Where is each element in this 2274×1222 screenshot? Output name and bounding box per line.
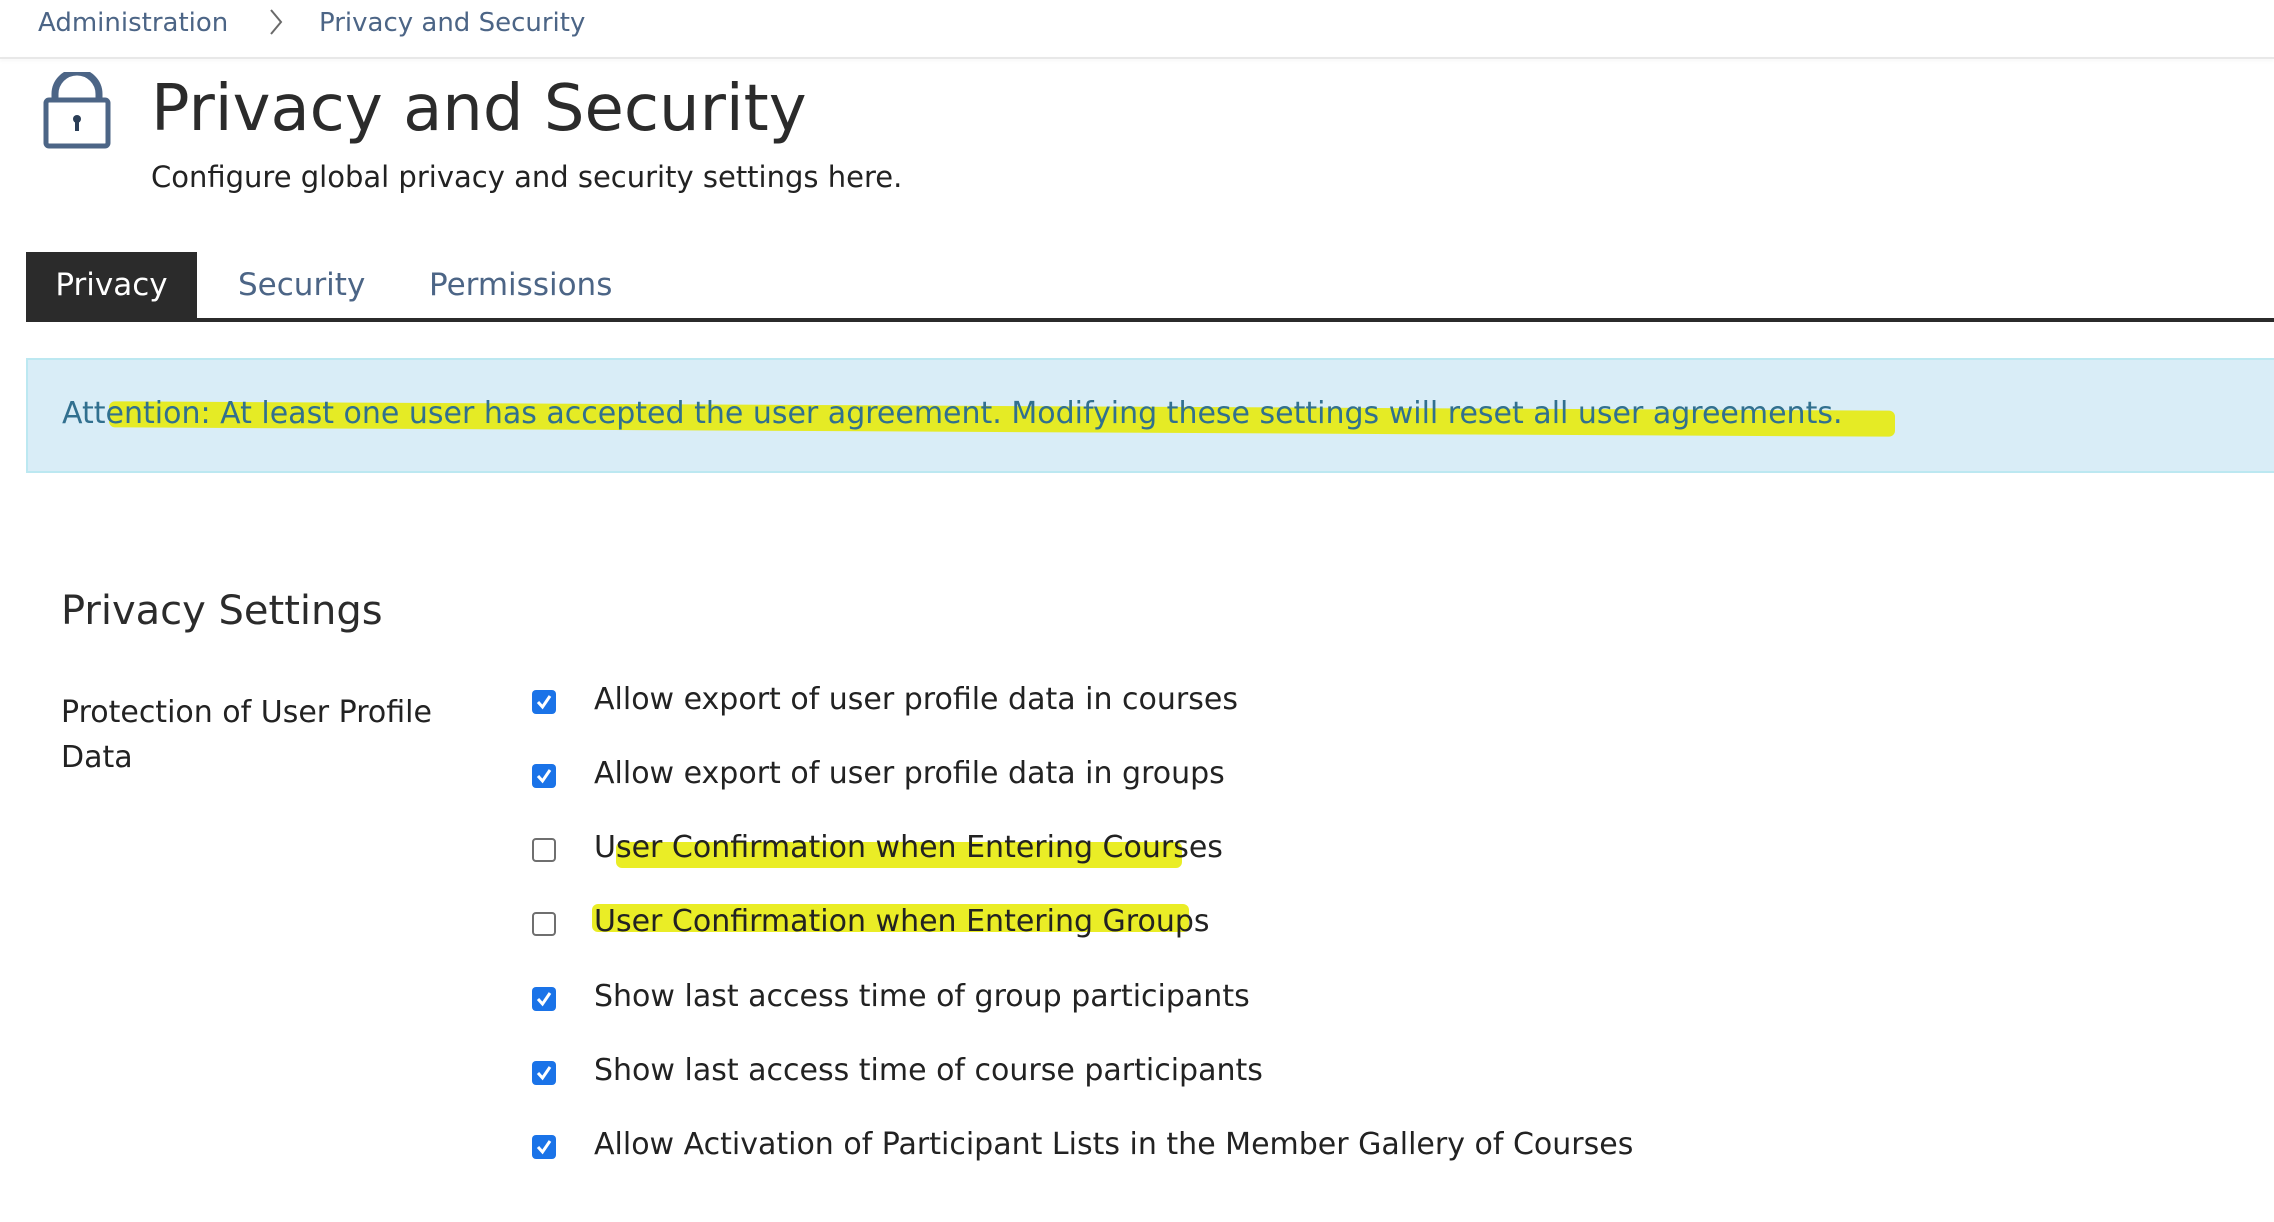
breadcrumb-current[interactable]: Privacy and Security [319,8,586,38]
chevron-right-icon [268,6,284,42]
checkbox[interactable] [532,1135,556,1159]
checkbox-label[interactable]: User Confirmation when Entering Courses [594,830,1223,865]
checkbox[interactable] [532,1061,556,1085]
lock-icon [43,68,111,154]
section-title: Privacy Settings [61,588,383,634]
page-subtitle: Configure global privacy and security se… [151,160,903,194]
tab-privacy[interactable]: Privacy [26,252,197,318]
checkbox[interactable] [532,838,556,862]
tab-permissions[interactable]: Permissions [429,267,613,303]
checkbox-label[interactable]: Allow export of user profile data in cou… [594,682,1238,717]
checkbox-label[interactable]: Allow export of user profile data in gro… [594,756,1225,791]
checkbox-label[interactable]: Show last access time of course particip… [594,1053,1263,1088]
checkbox[interactable] [532,987,556,1011]
alert-text: Attention: At least one user has accepte… [62,396,1843,431]
tab-underline [26,318,2274,322]
checkmark-icon [536,1066,552,1081]
checkbox[interactable] [532,764,556,788]
checkmark-icon [536,695,552,710]
checkmark-icon [536,1140,552,1155]
checkbox-label[interactable]: Show last access time of group participa… [594,979,1250,1014]
highlight-mark [592,904,1189,932]
checkbox-label[interactable]: User Confirmation when Entering Groups [594,904,1210,939]
checkmark-icon [536,992,552,1007]
highlight-mark [616,842,1182,868]
checkbox[interactable] [532,690,556,714]
page-title: Privacy and Security [151,72,807,146]
checkmark-icon [536,769,552,784]
checkbox[interactable] [532,912,556,936]
group-label: Protection of User Profile Data [61,695,432,775]
breadcrumb-administration[interactable]: Administration [38,8,229,38]
checkbox-label[interactable]: Allow Activation of Participant Lists in… [594,1127,1634,1162]
header-divider [0,57,2274,59]
tab-security[interactable]: Security [238,267,366,303]
